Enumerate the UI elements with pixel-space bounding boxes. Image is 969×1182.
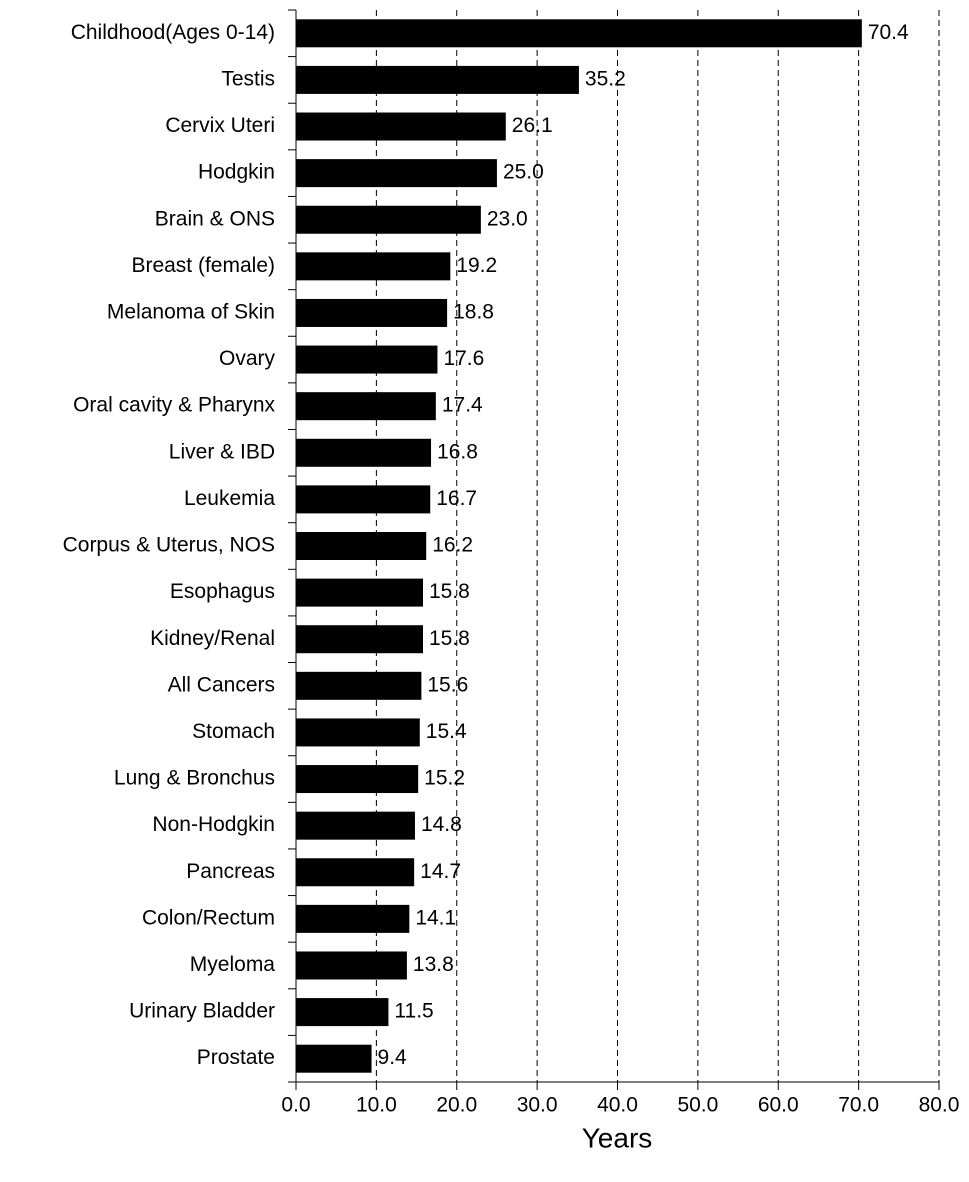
y-tick-label: Breast (female) — [131, 254, 275, 277]
bar — [296, 578, 423, 607]
y-tick-label: Esophagus — [170, 580, 275, 603]
x-tick-label: 70.0 — [838, 1094, 879, 1117]
x-tick-label: 10.0 — [356, 1094, 397, 1117]
y-tick-label: Childhood(Ages 0-14) — [71, 21, 275, 44]
value-label: 15.8 — [429, 580, 470, 603]
y-tick-label: Urinary Bladder — [129, 1000, 275, 1023]
value-label: 19.2 — [456, 254, 497, 277]
bar — [296, 485, 431, 514]
y-tick-label: Hodgkin — [198, 161, 275, 184]
value-label: 15.2 — [424, 767, 465, 790]
value-label: 15.6 — [427, 673, 468, 696]
bar — [296, 205, 481, 234]
y-tick-label: All Cancers — [168, 673, 275, 696]
bar — [296, 19, 862, 48]
value-label: 11.5 — [394, 1000, 433, 1023]
y-tick-label: Prostate — [197, 1046, 275, 1069]
y-tick-label: Testis — [221, 67, 275, 90]
bar — [296, 65, 579, 94]
y-tick-label: Kidney/Renal — [150, 627, 275, 650]
bar — [296, 718, 420, 747]
bar — [296, 1044, 372, 1073]
x-tick-label: 0.0 — [281, 1094, 310, 1117]
bar — [296, 904, 410, 933]
bar — [296, 951, 407, 980]
y-tick-label: Myeloma — [190, 953, 276, 976]
y-tick-label: Colon/Rectum — [142, 906, 275, 929]
y-tick-label: Melanoma of Skin — [107, 301, 275, 324]
bar — [296, 159, 497, 188]
bar — [296, 858, 415, 887]
value-label: 17.4 — [442, 394, 483, 417]
x-tick-label: 20.0 — [436, 1094, 477, 1117]
y-tick-label: Leukemia — [184, 487, 275, 510]
x-tick-label: 30.0 — [517, 1094, 558, 1117]
value-label: 16.2 — [432, 534, 473, 557]
value-label: 17.6 — [443, 347, 484, 370]
x-tick-label: 40.0 — [597, 1094, 638, 1117]
value-label: 13.8 — [413, 953, 454, 976]
y-tick-label: Pancreas — [186, 860, 275, 883]
bar — [296, 811, 415, 840]
x-tick-label: 60.0 — [758, 1094, 799, 1117]
bar — [296, 112, 506, 141]
bar — [296, 532, 427, 560]
y-tick-label: Lung & Bronchus — [114, 767, 275, 790]
bar — [296, 998, 389, 1027]
value-label: 9.4 — [378, 1046, 408, 1069]
bar — [296, 671, 422, 700]
bar — [296, 345, 438, 374]
y-tick-label: Oral cavity & Pharynx — [73, 394, 275, 417]
x-axis-label: Years — [582, 1122, 653, 1153]
value-label: 35.2 — [585, 67, 626, 90]
x-tick-label: 80.0 — [919, 1094, 960, 1117]
bar — [296, 438, 432, 467]
bar — [296, 765, 419, 794]
value-label: 25.0 — [503, 161, 544, 184]
value-label: 23.0 — [487, 207, 528, 230]
y-tick-label: Cervix Uteri — [165, 114, 275, 137]
value-label: 16.7 — [436, 487, 477, 510]
value-label: 15.8 — [429, 627, 470, 650]
value-label: 70.4 — [868, 21, 909, 44]
y-tick-label: Stomach — [192, 720, 275, 743]
value-label: 14.7 — [420, 860, 461, 883]
value-label: 14.1 — [415, 906, 456, 929]
bar — [296, 392, 436, 421]
y-tick-label: Liver & IBD — [169, 440, 275, 463]
value-label: 14.8 — [421, 813, 462, 836]
value-label: 26.1 — [512, 114, 553, 137]
y-tick-label: Corpus & Uterus, NOS — [63, 534, 275, 557]
y-tick-label: Brain & ONS — [155, 207, 275, 230]
value-label: 15.4 — [426, 720, 467, 743]
y-tick-label: Ovary — [219, 347, 276, 370]
bar — [296, 625, 423, 654]
value-label: 16.8 — [437, 440, 478, 463]
y-tick-label: Non-Hodgkin — [152, 813, 275, 836]
bar — [296, 298, 448, 327]
value-label: 18.8 — [453, 301, 494, 324]
bar — [296, 252, 451, 281]
x-tick-label: 50.0 — [677, 1094, 718, 1117]
